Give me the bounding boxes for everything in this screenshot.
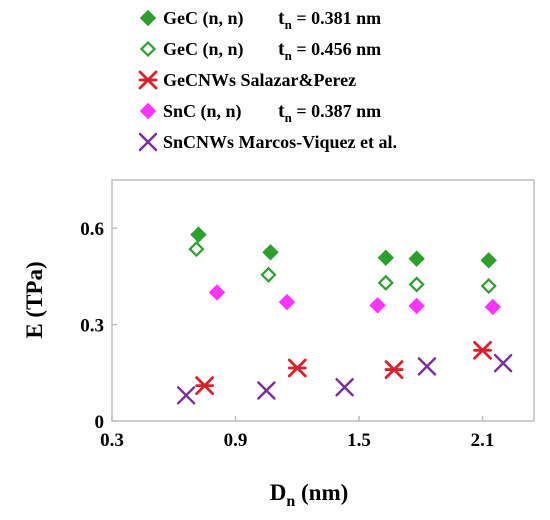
data-point (408, 276, 425, 293)
data-point (480, 252, 497, 269)
series-2 (188, 241, 497, 295)
data-point (176, 386, 196, 405)
data-point (480, 277, 497, 295)
data-point (384, 360, 404, 379)
legend-marker (139, 40, 157, 58)
x-axis-title-subscript: n (286, 493, 295, 510)
series-4 (208, 284, 502, 316)
legend-entry: GeC (n, n) tn = 0.456 nm (139, 38, 381, 63)
data-point (257, 381, 276, 400)
x-tick-label: 0.3 (100, 430, 124, 451)
y-axis-title: E (TPa) (22, 261, 47, 338)
data-point (377, 249, 394, 266)
data-point (195, 376, 215, 396)
legend-label: GeCNWs Salazar&Perez (163, 70, 356, 90)
data-point (260, 266, 277, 283)
legend: GeC (n, n) tn = 0.381 nm GeC (n, n) tn = 0.… (138, 7, 397, 152)
series-5 (176, 353, 513, 405)
legend-label: GeC (n, n) (163, 8, 244, 29)
legend-marker (138, 70, 158, 90)
legend-entry: SnC (n, n) tn = 0.387 nm (139, 100, 381, 125)
legend-label: SnC (n, n) (163, 101, 242, 122)
legend-thickness: tn = 0.387 nm (278, 100, 381, 125)
legend-entry: SnCNWs Marcos-Viquez et al. (138, 132, 397, 152)
legend-label: GeC (n, n) (163, 39, 244, 60)
x-tick-label: 0.9 (224, 430, 248, 451)
y-tick-label: 0 (95, 412, 105, 433)
data-point (335, 378, 354, 397)
series-3 (195, 340, 492, 396)
axis-ticks: 0.3 0.9 1.5 2.100.30.6 (80, 219, 494, 451)
y-tick-label: 0.6 (80, 219, 104, 240)
legend-marker (139, 9, 157, 27)
x-tick-label: 2.1 (471, 430, 495, 451)
data-point (287, 358, 307, 378)
legend-thickness: tn = 0.456 nm (278, 38, 381, 63)
plot-frame (111, 179, 535, 422)
data-point (369, 297, 386, 314)
data-point (408, 297, 425, 315)
legend-entry: GeC (n, n) tn = 0.381 nm (139, 7, 381, 32)
data-point (190, 226, 207, 243)
legend-label: SnCNWs Marcos-Viquez et al. (163, 132, 397, 152)
x-axis-title-main: D (270, 480, 287, 505)
legend-marker (139, 102, 157, 120)
x-tick-label: 1.5 (347, 430, 371, 451)
data-point (377, 274, 394, 291)
data-point (417, 357, 437, 376)
legend-thickness: tn = 0.381 nm (278, 7, 381, 32)
x-axis-title-unit: (nm) (295, 480, 348, 505)
data-point (473, 340, 492, 360)
legend-marker (138, 132, 158, 152)
series-1 (190, 226, 497, 269)
data-point (208, 284, 226, 301)
legend-entry: GeCNWs Salazar&Perez (138, 70, 356, 90)
x-axis-title: Dn (nm) (270, 480, 349, 510)
y-tick-label: 0.3 (80, 316, 104, 337)
data-marks (176, 226, 513, 405)
data-point (188, 241, 205, 258)
data-point (278, 293, 296, 311)
data-point (408, 250, 425, 267)
data-point (484, 298, 502, 316)
data-point (493, 353, 513, 373)
data-point (262, 244, 279, 261)
